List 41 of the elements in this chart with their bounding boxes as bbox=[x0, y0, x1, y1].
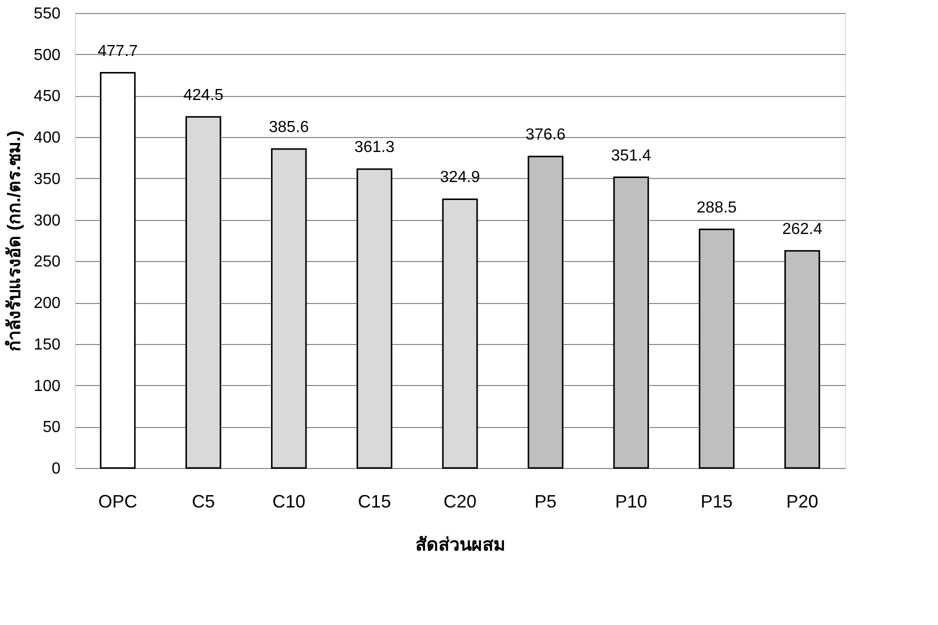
y-tick-label: 250 bbox=[34, 254, 61, 271]
bar bbox=[613, 176, 649, 469]
x-tick-label: C15 bbox=[358, 492, 391, 512]
data-label: 262.4 bbox=[782, 220, 822, 238]
y-tick-label: 300 bbox=[34, 212, 61, 230]
y-tick-label: 100 bbox=[34, 378, 61, 395]
data-label: 376.6 bbox=[526, 126, 566, 144]
x-tick-label: P10 bbox=[615, 492, 648, 512]
data-label: 424.5 bbox=[183, 86, 224, 104]
x-tick-label: P20 bbox=[786, 492, 818, 512]
x-tick-label: OPC bbox=[98, 492, 138, 512]
bar bbox=[784, 250, 820, 469]
x-tick-label: P5 bbox=[534, 492, 557, 512]
bar bbox=[442, 198, 478, 469]
bar bbox=[271, 148, 307, 469]
x-tick-label: C10 bbox=[272, 492, 306, 512]
x-tick-label: P15 bbox=[700, 492, 733, 512]
bar bbox=[356, 168, 392, 469]
y-tick-label: 200 bbox=[34, 295, 61, 312]
bar bbox=[698, 228, 735, 469]
y-tick-label: 150 bbox=[34, 336, 61, 354]
y-axis-title: กำลังรับแรงอัด (กก./ตร.ซม.) bbox=[4, 130, 24, 352]
y-tick-label: 550 bbox=[34, 6, 61, 22]
data-label: 385.6 bbox=[268, 119, 310, 136]
x-axis-title: สัดส่วนผสม bbox=[416, 534, 506, 554]
data-label: 351.4 bbox=[611, 147, 652, 164]
y-tick-label: 0 bbox=[52, 460, 61, 478]
data-label: 477.7 bbox=[98, 42, 138, 60]
data-label: 361.3 bbox=[354, 139, 395, 156]
y-tick-label: 450 bbox=[34, 88, 61, 106]
y-tick-label: 500 bbox=[34, 46, 61, 64]
y-tick-label: 400 bbox=[34, 130, 61, 147]
bar bbox=[100, 72, 136, 469]
y-tick-label: 50 bbox=[42, 419, 61, 436]
data-label: 324.9 bbox=[440, 169, 480, 186]
x-tick-label: C20 bbox=[443, 492, 477, 512]
y-tick-label: 350 bbox=[34, 170, 61, 188]
x-tick-label: C5 bbox=[192, 492, 215, 512]
bar bbox=[185, 116, 222, 469]
data-label: 288.5 bbox=[696, 199, 737, 216]
bar bbox=[528, 156, 564, 469]
